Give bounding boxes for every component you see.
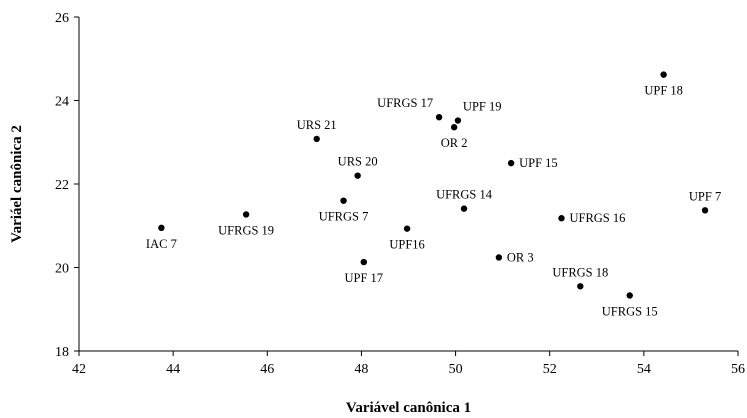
data-point bbox=[435, 114, 443, 121]
y-tick-label: 20 bbox=[55, 262, 69, 277]
x-tick-label: 50 bbox=[449, 362, 463, 377]
data-points: IAC 7 UFRGS 19 URS 21 URS 20 UFRGS 7 UPF 17 UP… bbox=[146, 71, 721, 318]
point-label: UPF 7 bbox=[689, 189, 721, 203]
y-tick-label: 24 bbox=[55, 95, 69, 110]
point-label: UFRGS 18 bbox=[552, 265, 608, 279]
data-point bbox=[454, 117, 462, 124]
data-point bbox=[701, 207, 709, 214]
data-point bbox=[495, 254, 503, 261]
data-point bbox=[340, 197, 347, 204]
data-point bbox=[313, 135, 320, 143]
x-tick-label: 56 bbox=[731, 362, 745, 377]
point-label: IAC 7 bbox=[146, 237, 177, 251]
data-point bbox=[242, 211, 250, 218]
point-label: OR 3 bbox=[507, 250, 534, 264]
data-point bbox=[450, 124, 458, 131]
data-point bbox=[577, 283, 584, 290]
x-tick-label: 46 bbox=[260, 362, 274, 377]
x-tick-label: 44 bbox=[166, 362, 180, 377]
x-tick-label: 52 bbox=[543, 362, 557, 377]
point-label: UPF 17 bbox=[345, 271, 384, 285]
y-tick-label: 18 bbox=[55, 345, 69, 360]
point-label: URS 21 bbox=[297, 118, 337, 132]
data-point bbox=[360, 258, 367, 266]
point-label: UFRGS 19 bbox=[218, 223, 274, 237]
data-point bbox=[460, 205, 468, 212]
point-label: UFRGS 15 bbox=[602, 304, 658, 318]
y-tick-label: 26 bbox=[55, 11, 69, 26]
data-point bbox=[558, 215, 565, 222]
x-tick-label: 42 bbox=[72, 362, 86, 377]
point-label: UPF 19 bbox=[463, 100, 502, 114]
point-label: OR 2 bbox=[441, 136, 468, 150]
data-point bbox=[354, 172, 361, 179]
x-tick-label: 48 bbox=[354, 362, 368, 377]
point-label: UPF 15 bbox=[519, 156, 558, 170]
y-tick-label: 22 bbox=[55, 178, 69, 193]
data-point bbox=[660, 71, 667, 78]
point-label: URS 20 bbox=[338, 155, 378, 169]
data-point bbox=[403, 225, 411, 232]
point-label: UFRGS 16 bbox=[569, 211, 625, 225]
x-ticks: 42 44 46 48 50 52 54 56 bbox=[72, 351, 745, 377]
point-label: UFRGS 7 bbox=[319, 210, 369, 224]
y-ticks: 18 20 22 24 26 bbox=[55, 11, 79, 360]
y-axis-title: Variáel canônica 2 bbox=[9, 125, 25, 243]
point-label: UFRGS 14 bbox=[436, 188, 493, 202]
x-tick-label: 54 bbox=[637, 362, 651, 377]
data-point bbox=[626, 292, 633, 299]
data-point bbox=[507, 159, 515, 167]
x-axis-title: Variável canônica 1 bbox=[346, 400, 471, 416]
axes bbox=[78, 17, 738, 352]
point-label: UPF16 bbox=[389, 238, 424, 252]
point-label: UFRGS 17 bbox=[377, 96, 433, 110]
point-label: UPF 18 bbox=[644, 84, 683, 98]
data-point bbox=[158, 224, 165, 232]
